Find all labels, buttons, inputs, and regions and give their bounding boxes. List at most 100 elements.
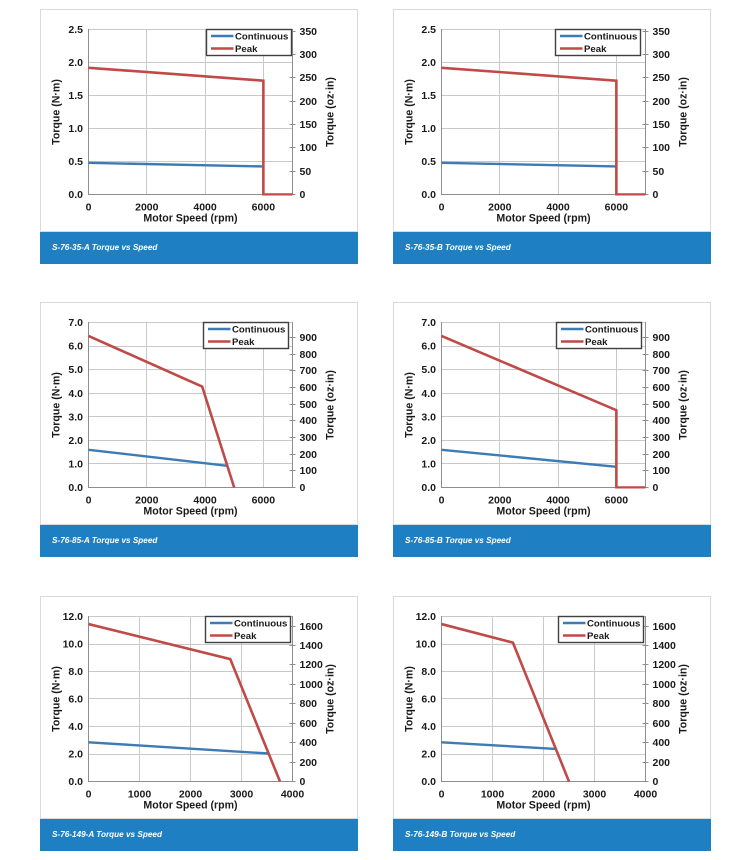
svg-text:Torque (oz·in): Torque (oz·in) [678,370,690,440]
svg-text:1600: 1600 [653,621,677,633]
svg-text:50: 50 [300,166,312,178]
svg-text:3.0: 3.0 [421,411,436,423]
svg-text:0: 0 [86,202,92,214]
svg-text:4000: 4000 [546,202,570,214]
svg-text:3000: 3000 [583,789,607,801]
svg-text:2.0: 2.0 [421,749,436,761]
svg-text:6000: 6000 [605,202,629,214]
svg-text:200: 200 [653,757,671,769]
svg-text:1.0: 1.0 [421,123,436,135]
svg-text:0: 0 [653,776,659,788]
svg-text:150: 150 [300,119,318,131]
svg-text:Motor Speed (rpm): Motor Speed (rpm) [143,800,237,812]
svg-text:4.0: 4.0 [68,388,83,400]
svg-text:2000: 2000 [532,789,556,801]
svg-text:5.0: 5.0 [68,364,83,376]
svg-text:7.0: 7.0 [421,317,436,329]
svg-text:0.0: 0.0 [68,776,83,788]
svg-text:Torque (N·m): Torque (N·m) [51,666,63,732]
svg-text:6000: 6000 [252,202,276,214]
svg-text:2000: 2000 [135,202,159,214]
svg-text:100: 100 [653,142,671,154]
svg-text:2.0: 2.0 [68,749,83,761]
svg-text:0.5: 0.5 [68,156,83,168]
svg-text:4000: 4000 [634,789,658,801]
svg-text:600: 600 [653,382,671,394]
svg-text:100: 100 [300,465,318,477]
svg-text:2.0: 2.0 [68,57,83,69]
svg-text:300: 300 [300,432,318,444]
svg-text:0.0: 0.0 [421,482,436,494]
svg-text:4000: 4000 [546,495,570,507]
svg-text:Torque (oz·in): Torque (oz·in) [325,77,337,147]
svg-text:400: 400 [300,737,318,749]
svg-text:200: 200 [300,757,318,769]
svg-text:1.5: 1.5 [421,90,436,102]
svg-text:0.0: 0.0 [421,189,436,201]
svg-text:200: 200 [300,96,318,108]
svg-text:4.0: 4.0 [68,721,83,733]
svg-text:Torque (N·m): Torque (N·m) [404,79,416,145]
svg-text:5.0: 5.0 [421,364,436,376]
svg-text:500: 500 [300,399,318,411]
svg-text:1400: 1400 [653,640,677,652]
svg-text:400: 400 [653,737,671,749]
svg-text:Motor Speed (rpm): Motor Speed (rpm) [496,506,590,518]
svg-text:1200: 1200 [653,659,677,671]
svg-text:100: 100 [300,142,318,154]
svg-text:2000: 2000 [179,789,203,801]
svg-text:100: 100 [653,465,671,477]
svg-text:4.0: 4.0 [421,721,436,733]
svg-text:4.0: 4.0 [421,388,436,400]
svg-text:6.0: 6.0 [68,341,83,353]
svg-text:200: 200 [300,449,318,461]
svg-text:0: 0 [653,189,659,201]
svg-text:6.0: 6.0 [421,694,436,706]
svg-text:1.0: 1.0 [421,459,436,471]
svg-text:Motor Speed (rpm): Motor Speed (rpm) [496,800,590,812]
svg-text:250: 250 [300,72,318,84]
svg-text:8.0: 8.0 [68,666,83,678]
svg-text:900: 900 [300,332,318,344]
svg-text:Continuous: Continuous [585,324,638,335]
svg-text:800: 800 [300,698,318,710]
svg-text:Torque (N·m): Torque (N·m) [51,372,63,438]
svg-text:1.0: 1.0 [68,123,83,135]
svg-text:Peak: Peak [235,44,258,55]
svg-text:2.0: 2.0 [421,435,436,447]
svg-text:Torque (N·m): Torque (N·m) [404,372,416,438]
svg-text:4000: 4000 [193,495,217,507]
svg-text:1000: 1000 [300,679,324,691]
svg-text:Continuous: Continuous [235,31,288,42]
svg-text:Torque (oz·in): Torque (oz·in) [325,664,337,734]
svg-text:0: 0 [300,776,306,788]
svg-text:3000: 3000 [230,789,254,801]
svg-text:Torque (N·m): Torque (N·m) [404,666,416,732]
svg-text:6.0: 6.0 [421,341,436,353]
svg-text:250: 250 [653,72,671,84]
svg-text:0: 0 [86,495,92,507]
svg-text:10.0: 10.0 [63,639,84,651]
svg-text:Peak: Peak [587,631,610,642]
svg-text:0: 0 [439,202,445,214]
svg-text:2000: 2000 [488,495,512,507]
svg-text:1400: 1400 [300,640,324,652]
svg-text:Peak: Peak [585,337,608,348]
svg-text:400: 400 [300,415,318,427]
svg-text:6000: 6000 [605,495,629,507]
svg-text:0.0: 0.0 [68,482,83,494]
svg-text:600: 600 [300,382,318,394]
svg-text:400: 400 [653,415,671,427]
svg-text:12.0: 12.0 [416,611,437,623]
svg-text:Motor Speed (rpm): Motor Speed (rpm) [496,213,590,225]
svg-text:6.0: 6.0 [68,694,83,706]
svg-text:300: 300 [653,49,671,61]
svg-text:900: 900 [653,332,671,344]
svg-text:Torque (oz·in): Torque (oz·in) [325,370,337,440]
svg-text:Continuous: Continuous [587,618,640,629]
svg-text:50: 50 [653,166,665,178]
svg-text:4000: 4000 [281,789,305,801]
svg-text:12.0: 12.0 [63,611,84,623]
svg-text:Peak: Peak [234,631,257,642]
svg-text:0.5: 0.5 [421,156,436,168]
